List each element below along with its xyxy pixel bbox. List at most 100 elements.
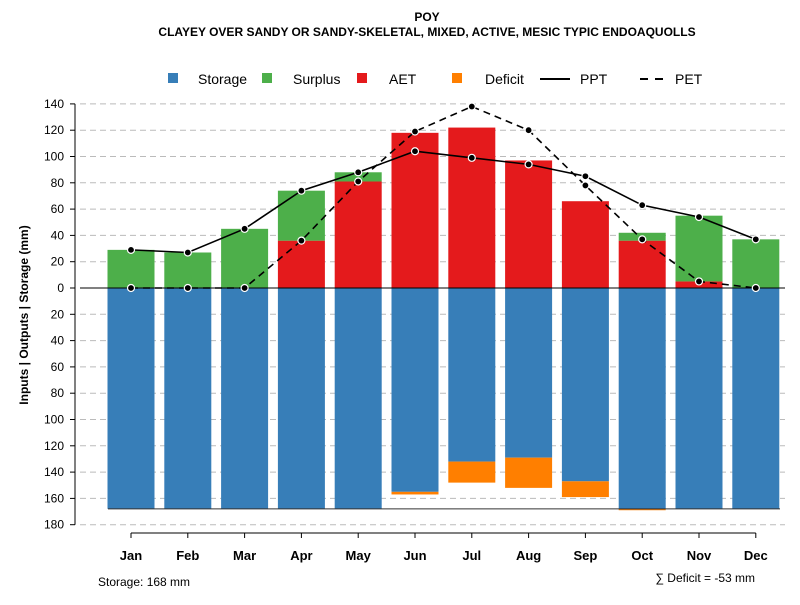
pet-point — [410, 127, 420, 136]
axes: 140 120 100 80 60 40 20 0 20 40 60 80 100 120 140 160 18… — [44, 97, 768, 563]
pet-point — [297, 236, 306, 245]
x-tick-label: Jan — [120, 548, 142, 563]
y-tick-label: 40 — [51, 334, 65, 348]
deficit-annotation: ∑ Deficit = -53 mm — [655, 571, 755, 585]
y-axis-label: Inputs | Outputs | Storage (mm) — [17, 225, 31, 404]
aet-bar — [618, 240, 666, 288]
storage-bar — [505, 288, 553, 458]
pet-line — [131, 105, 756, 289]
pet-point — [694, 277, 704, 286]
y-tick-label: 20 — [51, 307, 65, 321]
y-tick-label: 180 — [44, 518, 64, 532]
x-tick-label: Aug — [516, 548, 541, 563]
storage-legend-label: Storage — [198, 71, 247, 87]
pet-point — [354, 177, 363, 186]
surplus-bar — [107, 249, 155, 288]
storage-bar — [561, 288, 609, 482]
x-tick-label: Apr — [290, 548, 312, 563]
x-tick-label: Mar — [233, 548, 256, 563]
aet-bar — [505, 160, 553, 288]
ppt-point — [126, 245, 136, 254]
deficit-legend-label: Deficit — [485, 71, 524, 87]
aet-legend-swatch — [357, 73, 367, 83]
chart-subtitle: CLAYEY OVER SANDY OR SANDY-SKELETAL, MIX… — [158, 25, 695, 39]
storage-bar — [277, 288, 325, 509]
x-tick-label: May — [346, 548, 372, 563]
surplus-bar — [334, 172, 382, 182]
deficit-bar — [505, 457, 553, 488]
x-tick-label: Jun — [403, 548, 426, 563]
y-tick-label: 140 — [44, 465, 64, 479]
x-tick-label: Oct — [631, 548, 653, 563]
ppt-line — [130, 150, 757, 254]
ppt-point — [467, 153, 476, 162]
surplus-legend-label: Surplus — [293, 71, 340, 87]
x-tick-label: Dec — [744, 548, 768, 563]
deficit-bar — [561, 481, 609, 498]
ppt-point — [354, 168, 363, 177]
ppt-point — [751, 235, 760, 244]
surplus-bar — [732, 239, 780, 288]
deficit-bar — [391, 491, 439, 495]
aet-bar — [561, 201, 609, 288]
y-tick-label: 40 — [51, 228, 65, 242]
pet-point — [240, 283, 249, 293]
ppt-point — [410, 147, 420, 156]
y-tick-label: 140 — [44, 97, 64, 111]
x-tick-label: Feb — [176, 548, 199, 563]
surplus-bar — [675, 215, 723, 282]
ppt-point — [581, 172, 590, 181]
y-tick-label: 160 — [44, 491, 64, 505]
storage-bar — [164, 288, 212, 509]
y-tick-label: 100 — [44, 150, 64, 164]
y-tick-label: 80 — [51, 176, 65, 190]
pet-point — [126, 283, 136, 293]
storage-bar — [334, 288, 382, 509]
ppt-point — [297, 186, 306, 195]
ppt-point — [183, 248, 192, 257]
storage-bar — [732, 288, 780, 509]
surplus-legend-swatch — [262, 73, 272, 83]
aet-bar — [448, 127, 496, 288]
storage-annotation: Storage: 168 mm — [98, 575, 190, 589]
y-tick-label: 100 — [44, 413, 64, 427]
x-tick-label: Sep — [573, 548, 597, 563]
storage-bar — [221, 288, 269, 509]
storage-bar — [618, 288, 666, 509]
x-tick-label: Jul — [462, 548, 481, 563]
x-tick-label: Nov — [687, 548, 712, 563]
storage-bar — [107, 288, 155, 509]
deficit-bar — [448, 461, 496, 483]
y-tick-label: 120 — [44, 439, 64, 453]
storage-bar — [675, 288, 723, 509]
ppt-point — [638, 201, 647, 210]
y-tick-label: 20 — [51, 255, 65, 269]
deficit-bar — [618, 508, 666, 511]
y-tick-label: 60 — [51, 360, 65, 374]
aet-legend-label: AET — [389, 71, 417, 87]
ppt-point — [694, 212, 704, 222]
storage-legend-swatch — [168, 73, 178, 83]
lines — [126, 102, 760, 293]
aet-bar — [277, 240, 325, 288]
y-tick-label: 120 — [44, 123, 64, 137]
surplus-bar — [277, 190, 325, 241]
pet-legend-label: PET — [675, 71, 703, 87]
y-tick-label: 60 — [51, 202, 65, 216]
pet-point — [467, 102, 476, 111]
pet-point — [524, 126, 533, 135]
aet-bar — [391, 132, 439, 288]
storage-bar — [448, 288, 496, 462]
pet-point — [581, 181, 590, 190]
chart-title: POY — [414, 10, 439, 24]
y-tick-label: 0 — [57, 281, 64, 295]
ppt-point — [240, 224, 249, 233]
ppt-point — [524, 160, 533, 169]
aet-bar — [334, 181, 382, 288]
surplus-bar — [164, 252, 212, 288]
surplus-bar — [221, 228, 269, 288]
bars — [80, 127, 785, 511]
pet-point — [751, 283, 760, 293]
legend: Storage Surplus AET Deficit PPT PET — [168, 71, 703, 87]
